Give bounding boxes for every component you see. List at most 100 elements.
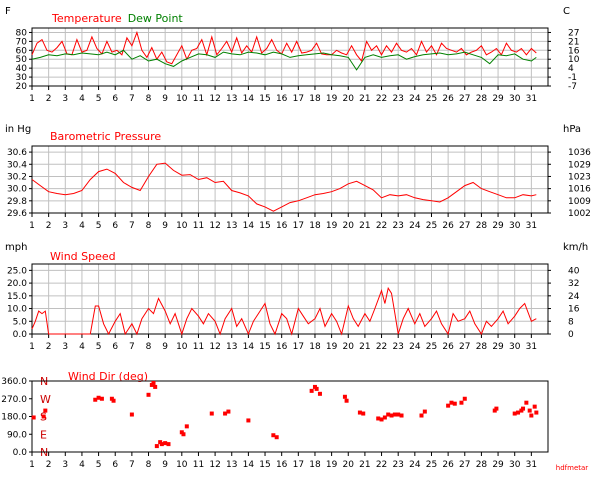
title-part-2: Dew Point bbox=[128, 12, 184, 25]
x-tick-label: 22 bbox=[376, 94, 387, 104]
x-tick-label: 17 bbox=[293, 221, 304, 231]
wind-dir-point bbox=[389, 413, 394, 418]
y-tick-label: 30.0 bbox=[7, 185, 27, 195]
x-tick-label: 27 bbox=[459, 94, 470, 104]
x-tick-label: 25 bbox=[426, 221, 437, 231]
y2-tick-label: 32 bbox=[568, 279, 579, 289]
temperature-series-line-1 bbox=[31, 30, 537, 65]
y2-tick-label: 1036 bbox=[568, 148, 591, 158]
y2-tick-label: 16 bbox=[568, 46, 580, 56]
wind-dir-point bbox=[226, 409, 231, 414]
x-tick-label: 24 bbox=[409, 342, 421, 352]
pressure-panel: Barometric Pressure in Hg hPa 30.6 30.4 30.2 3… bbox=[5, 124, 591, 231]
x-tick-label: 28 bbox=[476, 342, 488, 352]
wind-dir-point bbox=[361, 411, 366, 416]
y-tick-label: 50 bbox=[16, 55, 28, 65]
wind-dir-point bbox=[379, 417, 384, 422]
x-tick-label: 14 bbox=[243, 94, 255, 104]
wind-dir-point bbox=[422, 409, 427, 414]
x-tick-label: 2 bbox=[46, 342, 52, 352]
wind-dir-point bbox=[452, 401, 457, 406]
x-tick-label: 9 bbox=[162, 342, 168, 352]
x-tick-label: 17 bbox=[293, 94, 304, 104]
wind-dir-point bbox=[382, 415, 387, 420]
y-tick-label: 360.0 bbox=[1, 377, 27, 387]
x-tick-label: 29 bbox=[492, 221, 504, 231]
x-tick-label: 30 bbox=[509, 221, 521, 231]
y2-tick-label: 1029 bbox=[568, 160, 591, 170]
x-tick-label: 20 bbox=[343, 342, 355, 352]
wind-dir-point bbox=[396, 412, 401, 417]
y-tick-label: 80 bbox=[16, 28, 28, 38]
x-tick-label: 26 bbox=[442, 94, 454, 104]
wind-dir-point bbox=[317, 391, 322, 396]
wind-dir-point bbox=[449, 400, 454, 405]
wind-dir-point bbox=[184, 424, 189, 429]
x-tick-label: 15 bbox=[259, 460, 270, 470]
x-tick-label: 12 bbox=[209, 221, 220, 231]
x-tick-label: 22 bbox=[376, 221, 387, 231]
x-tick-label: 30 bbox=[509, 342, 521, 352]
x-tick-label: 19 bbox=[326, 94, 338, 104]
x-tick-label: 31 bbox=[526, 342, 537, 352]
wind-dir-point bbox=[93, 397, 98, 402]
y2-tick-label: -1 bbox=[568, 73, 577, 83]
x-tick-label: 8 bbox=[146, 342, 152, 352]
x-tick-label: 3 bbox=[62, 221, 68, 231]
y2-tick-label: 1009 bbox=[568, 197, 591, 207]
x-tick-label: 26 bbox=[442, 460, 454, 470]
x-tick-label: 28 bbox=[476, 94, 488, 104]
wind_speed-unit-right: km/h bbox=[563, 242, 588, 253]
y2-tick-label: 0 bbox=[568, 330, 574, 340]
wind-dir-point bbox=[357, 410, 362, 415]
wind-dir-point bbox=[314, 386, 319, 391]
x-tick-label: 10 bbox=[176, 221, 188, 231]
x-tick-label: 21 bbox=[359, 221, 370, 231]
y-tick-label: 70 bbox=[16, 37, 28, 47]
wind-dir-point bbox=[146, 392, 151, 397]
wind-dir-point bbox=[462, 396, 467, 401]
y-tick-label: 30.2 bbox=[7, 172, 27, 182]
x-tick-label: 9 bbox=[162, 460, 168, 470]
x-tick-label: 7 bbox=[129, 94, 135, 104]
y-tick-label: 270.0 bbox=[1, 395, 27, 405]
wind-dir-point bbox=[163, 441, 168, 446]
temperature-frame bbox=[31, 27, 549, 87]
x-tick-label: 15 bbox=[259, 221, 270, 231]
y2-tick-label: 27 bbox=[568, 28, 579, 38]
x-tick-label: 24 bbox=[409, 221, 421, 231]
wind-dir-point bbox=[246, 418, 251, 423]
wind-dir-point bbox=[99, 396, 104, 401]
wind-dir-point bbox=[151, 380, 156, 385]
x-tick-label: 23 bbox=[392, 460, 403, 470]
wind-dir-point bbox=[532, 404, 537, 409]
wind-dir-point bbox=[419, 413, 424, 418]
wind-dir-point bbox=[41, 414, 46, 419]
x-tick-label: 18 bbox=[309, 460, 321, 470]
x-tick-label: 19 bbox=[326, 221, 338, 231]
wind-dir-point bbox=[529, 413, 534, 418]
x-tick-label: 29 bbox=[492, 94, 504, 104]
x-tick-label: 24 bbox=[409, 94, 421, 104]
y2-tick-label: 16 bbox=[568, 305, 580, 315]
x-tick-label: 29 bbox=[492, 342, 504, 352]
wind_dir-title: Wind Dir (deg) bbox=[68, 370, 148, 383]
y-tick-label: 30.4 bbox=[7, 160, 27, 170]
wind-dir-point bbox=[96, 395, 101, 400]
x-tick-label: 1 bbox=[29, 342, 35, 352]
wind-dir-point bbox=[274, 435, 279, 440]
x-tick-label: 6 bbox=[112, 221, 118, 231]
x-tick-label: 11 bbox=[193, 460, 204, 470]
x-tick-label: 7 bbox=[129, 460, 135, 470]
x-tick-label: 26 bbox=[442, 342, 454, 352]
x-tick-label: 19 bbox=[326, 460, 338, 470]
x-tick-label: 3 bbox=[62, 94, 68, 104]
dir-letter: W bbox=[40, 393, 51, 406]
x-tick-label: 27 bbox=[459, 221, 470, 231]
x-tick-label: 14 bbox=[243, 460, 255, 470]
x-tick-label: 27 bbox=[459, 342, 470, 352]
wind-dir-point bbox=[154, 444, 159, 449]
y-tick-label: 29.8 bbox=[7, 197, 27, 207]
wind-dir-point bbox=[43, 408, 48, 413]
x-tick-label: 21 bbox=[359, 460, 370, 470]
